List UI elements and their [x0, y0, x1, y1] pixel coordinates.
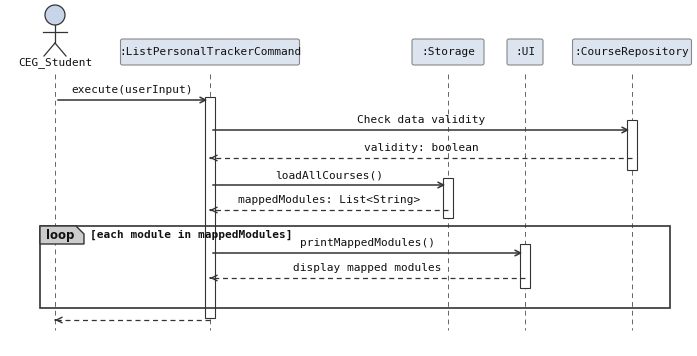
Bar	[520, 244, 530, 288]
FancyBboxPatch shape	[121, 39, 300, 65]
Text: CEG_Student: CEG_Student	[18, 57, 92, 68]
Bar	[205, 97, 215, 318]
Text: validity: boolean: validity: boolean	[364, 143, 478, 153]
Bar	[627, 120, 637, 170]
Text: loadAllCourses(): loadAllCourses()	[275, 170, 383, 180]
FancyBboxPatch shape	[572, 39, 691, 65]
Bar	[40, 226, 670, 308]
Text: mappedModules: List<String>: mappedModules: List<String>	[238, 195, 420, 205]
Polygon shape	[40, 226, 84, 244]
Text: :UI: :UI	[515, 47, 535, 57]
Text: :ListPersonalTrackerCommand: :ListPersonalTrackerCommand	[119, 47, 301, 57]
Text: execute(userInput): execute(userInput)	[72, 85, 193, 95]
Text: printMappedModules(): printMappedModules()	[300, 238, 435, 248]
FancyBboxPatch shape	[507, 39, 543, 65]
FancyBboxPatch shape	[412, 39, 484, 65]
Text: :Storage: :Storage	[421, 47, 475, 57]
Text: loop: loop	[46, 229, 74, 241]
Text: Check data validity: Check data validity	[357, 115, 485, 125]
Text: [each module in mappedModules]: [each module in mappedModules]	[90, 230, 293, 240]
Text: :CourseRepository: :CourseRepository	[574, 47, 689, 57]
Bar	[443, 178, 453, 218]
Circle shape	[45, 5, 65, 25]
Text: display mapped modules: display mapped modules	[293, 263, 442, 273]
